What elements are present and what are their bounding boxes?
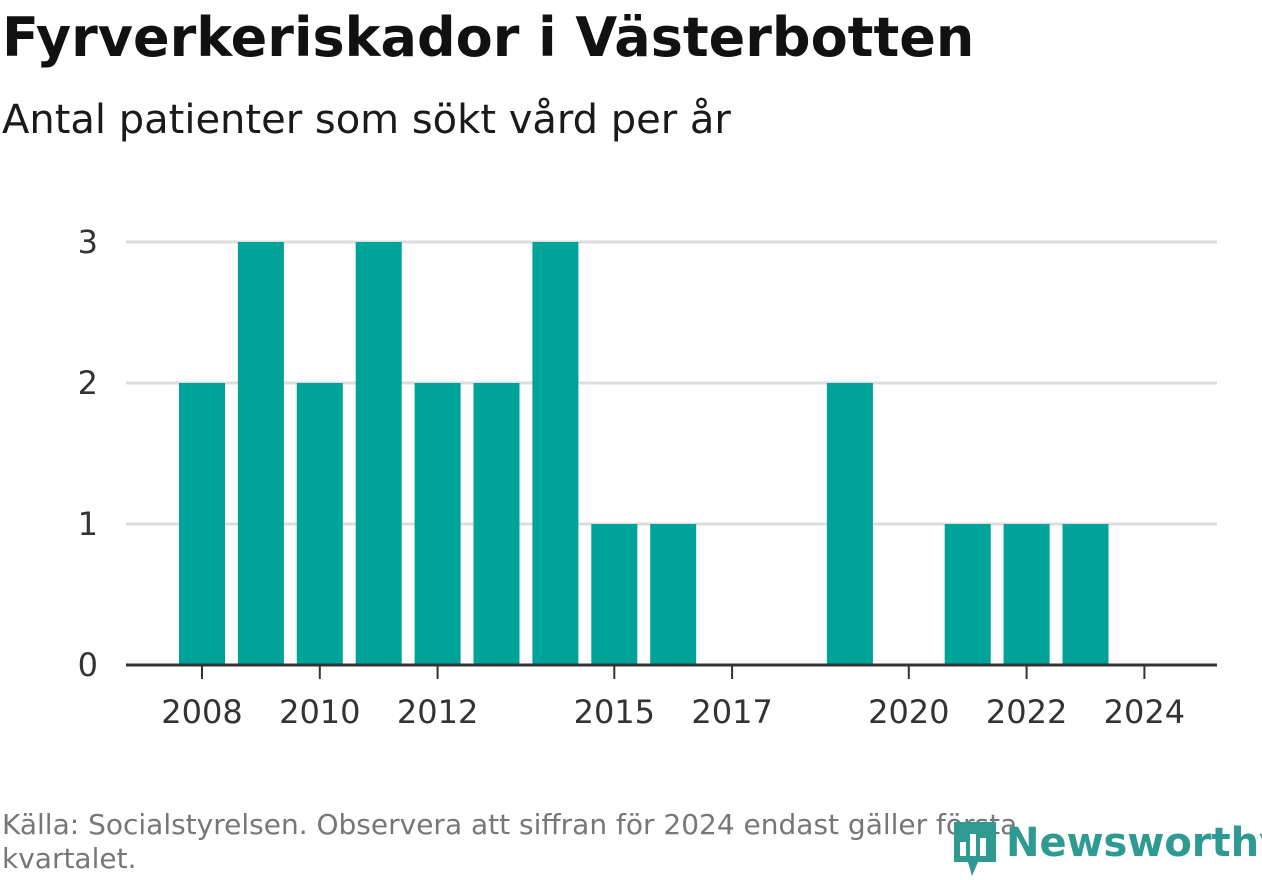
- x-tick-label-2024: 2024: [1104, 693, 1185, 731]
- bar-2023: [1062, 524, 1109, 665]
- chart-subtitle: Antal patienter som sökt vård per år: [2, 97, 731, 143]
- bar-2019: [826, 383, 873, 665]
- bar-2013: [473, 383, 520, 665]
- x-tick-label-2022: 2022: [986, 693, 1067, 731]
- chart-title: Fyrverkeriskador i Västerbotten: [2, 6, 975, 69]
- gridlines: [126, 240, 1217, 526]
- y-tick-label-2: 2: [78, 364, 98, 402]
- x-axis-ticks: 2008 2010 2012 2015 2017 2020 2022 2024: [161, 665, 1185, 731]
- newsworthy-logo-icon: [954, 822, 996, 876]
- x-tick-label-2020: 2020: [868, 693, 949, 731]
- bars: [179, 242, 1109, 665]
- x-tick-label-2010: 2010: [279, 693, 360, 731]
- bar-2008: [179, 383, 225, 665]
- bar-2012: [414, 383, 461, 665]
- x-tick-label-2008: 2008: [161, 693, 242, 731]
- bar-2009: [237, 242, 284, 665]
- bar-2011: [355, 242, 402, 665]
- bar-2016: [650, 524, 697, 665]
- y-axis-ticks: 0 1 2 3: [78, 223, 98, 684]
- brand-name: Newsworthy: [1006, 820, 1262, 866]
- source-note: Källa: Socialstyrelsen. Observera att si…: [2, 808, 1018, 875]
- y-tick-label-3: 3: [78, 223, 98, 261]
- x-tick-label-2015: 2015: [574, 693, 655, 731]
- bar-2010: [296, 383, 343, 665]
- bar-chart: 2008 2010 2012 2015 2017 2020 2022 2024 0 1 2 3: [78, 223, 1217, 731]
- bar-2014: [532, 242, 579, 665]
- x-tick-label-2017: 2017: [691, 693, 772, 731]
- brand-logo: Newsworthy: [950, 818, 1262, 880]
- bar-2021: [944, 524, 991, 665]
- bar-2022: [1003, 524, 1050, 665]
- y-tick-label-1: 1: [78, 505, 98, 543]
- y-tick-label-0: 0: [78, 646, 98, 684]
- bar-2015: [591, 524, 638, 665]
- x-tick-label-2012: 2012: [397, 693, 478, 731]
